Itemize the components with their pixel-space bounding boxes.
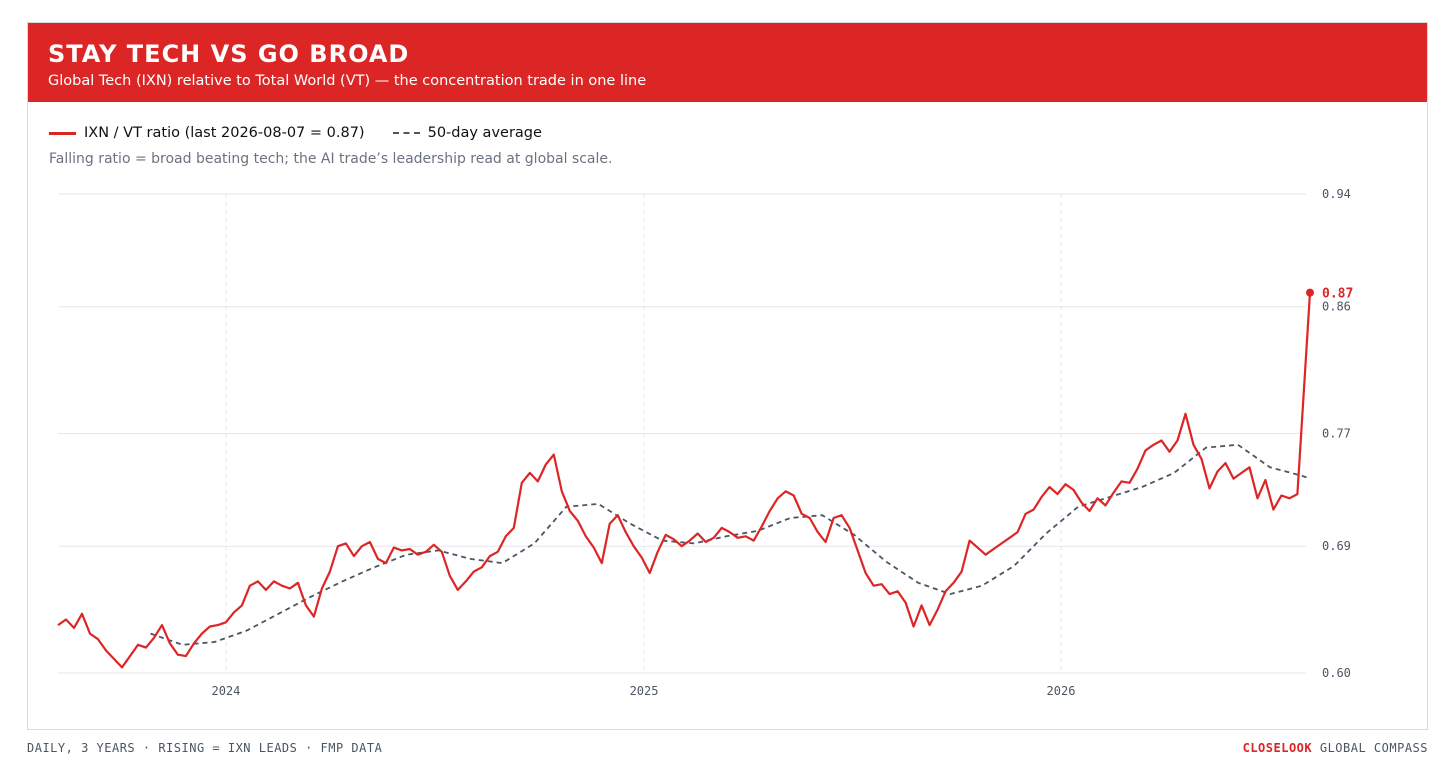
y-tick-label: 0.86 bbox=[1322, 300, 1351, 314]
average-line bbox=[150, 443, 1311, 646]
y-tick-label: 0.77 bbox=[1322, 427, 1351, 441]
footer-caption: DAILY, 3 YEARS · RISING = IXN LEADS · FM… bbox=[27, 741, 383, 755]
x-tick-label: 2025 bbox=[630, 684, 659, 698]
legend-swatch-solid-line bbox=[49, 131, 76, 135]
last-value-label: 0.87 bbox=[1322, 287, 1353, 302]
brand-suffix: GLOBAL COMPASS bbox=[1312, 741, 1428, 755]
last-value-dot bbox=[1306, 288, 1314, 297]
legend-label-average: 50-day average bbox=[427, 125, 542, 141]
brand-name: CLOSELOOK bbox=[1242, 741, 1313, 755]
chart-card: STAY TECH VS GO BROAD Global Tech (IXN) … bbox=[27, 22, 1428, 730]
legend-label-ratio: IXN / VT ratio (last 2026-08-07 = 0.87) bbox=[84, 125, 365, 141]
chart-note: Falling ratio = broad beating tech; the … bbox=[49, 151, 613, 167]
y-tick-label: 0.94 bbox=[1322, 187, 1351, 201]
y-tick-label: 0.69 bbox=[1322, 539, 1351, 553]
chart-subtitle: Global Tech (IXN) relative to Total Worl… bbox=[48, 73, 647, 89]
ratio-line bbox=[57, 292, 1312, 669]
legend-swatch-dashed-line bbox=[392, 132, 420, 134]
y-tick-label: 0.60 bbox=[1322, 666, 1351, 680]
footer-brand-block: CLOSELOOK GLOBAL COMPASS bbox=[1243, 741, 1428, 755]
line-chart: 0.60 0.69 0.77 0.86 0.94 2024 2025 2026 0.87 bbox=[57, 187, 1353, 698]
legend: IXN / VT ratio (last 2026-08-07 = 0.87) … bbox=[49, 123, 570, 143]
x-tick-label: 2026 bbox=[1047, 684, 1076, 698]
header-banner: STAY TECH VS GO BROAD Global Tech (IXN) … bbox=[28, 23, 1427, 102]
legend-item-average: 50-day average bbox=[392, 125, 542, 141]
chart-title: STAY TECH VS GO BROAD bbox=[48, 40, 410, 68]
legend-item-ratio: IXN / VT ratio (last 2026-08-07 = 0.87) bbox=[49, 125, 365, 141]
x-tick-label: 2024 bbox=[211, 684, 240, 698]
